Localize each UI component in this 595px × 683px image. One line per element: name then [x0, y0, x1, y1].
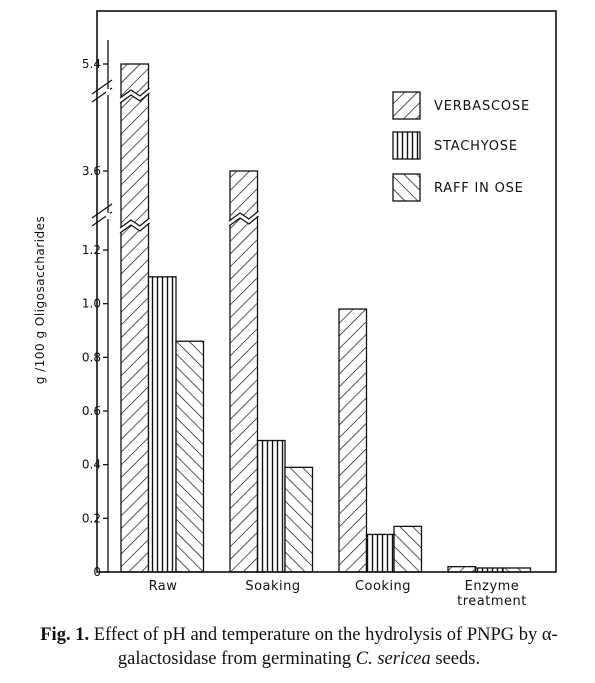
- bar-soaking-stachyose: [256, 439, 286, 573]
- y-axis-break-gap-0: [106, 89, 110, 95]
- y-axis-label: g /100 g Oligosaccharides: [33, 216, 47, 384]
- bar-break-line-a-raw-0: [119, 87, 150, 99]
- category-label-soaking-0: Soaking: [245, 579, 300, 594]
- bar-break-line-b-raw-0: [119, 92, 150, 104]
- y-axis-break-mark-0-a: [91, 79, 113, 95]
- legend-label-verbascose: VERBASCOSE: [434, 99, 530, 114]
- bar-enzyme-treatment-verbascose: [447, 565, 477, 573]
- category-label-enzyme-treatment-0: Enzyme: [465, 579, 520, 594]
- bar-raw-raff-in-ose: [175, 340, 205, 573]
- y-axis-break-mark-1-a: [91, 203, 113, 219]
- bar-cooking-stachyose: [365, 533, 395, 573]
- bar-break-line-a-soaking-0: [228, 210, 259, 222]
- legend-label-stachyose: STACHYOSE: [434, 139, 518, 154]
- figure-caption: Fig. 1. Effect of pH and temperature on …: [14, 623, 584, 671]
- bar-break-gap-soaking-0: [229, 211, 259, 226]
- legend-label-raff-in-ose: RAFF IN OSE: [434, 181, 524, 196]
- bar-soaking-verbascose: [229, 170, 259, 573]
- bar-break-gap-raw-0: [120, 88, 150, 103]
- axes-group: 5.4 3.6 0 0.2 0.4 0.6 0.8 1.0 1.2 g /100 g Oligos…: [33, 10, 557, 609]
- legend: VERBASCOSE STACHYOSE RAFF IN OSE: [392, 91, 530, 202]
- bar-raw-stachyose: [147, 276, 177, 573]
- y-tick-label-0-8: 0.8: [82, 350, 101, 364]
- bar-break-gap-raw-1: [120, 218, 150, 233]
- plot-frame: [96, 10, 557, 573]
- y-tick-label-1-2: 1.2: [82, 243, 101, 257]
- caption-text-1: Effect of pH and temperature on the hydr…: [89, 625, 558, 669]
- y-tick-label-3-6: 3.6: [82, 164, 101, 178]
- bar-break-line-b-raw-1: [119, 222, 150, 234]
- legend-swatch-raff-in-ose: [392, 173, 421, 202]
- bar-break-line-b-soaking-0: [228, 215, 259, 227]
- y-tick-label-0: 0: [93, 565, 101, 579]
- y-tick-label-0-2: 0.2: [82, 511, 101, 525]
- y-tick-label-1-0: 1.0: [82, 297, 101, 311]
- y-axis-break-gap-1: [106, 213, 110, 219]
- legend-swatch-stachyose: [392, 131, 421, 160]
- bars-group: [119, 63, 532, 573]
- caption-fig-label: Fig. 1.: [40, 625, 90, 645]
- oligosaccharides-bar-chart: 5.4 3.6 0 0.2 0.4 0.6 0.8 1.0 1.2 g /100 g Oligos…: [33, 10, 557, 609]
- y-tick-label-0-6: 0.6: [82, 404, 101, 418]
- category-label-raw-0: Raw: [149, 579, 178, 594]
- caption-species: C. sericea: [355, 649, 431, 669]
- category-label-enzyme-treatment-1: treatment: [457, 594, 527, 609]
- y-tick-label-0-4: 0.4: [82, 458, 101, 472]
- bar-cooking-raff-in-ose: [393, 525, 423, 573]
- category-label-cooking-0: Cooking: [355, 579, 411, 594]
- bar-raw-verbascose: [120, 63, 150, 573]
- legend-swatch-verbascose: [392, 91, 421, 120]
- bar-break-line-a-raw-1: [119, 217, 150, 229]
- bar-soaking-raff-in-ose: [284, 466, 314, 573]
- y-tick-label-5-4: 5.4: [82, 57, 101, 71]
- bar-cooking-verbascose: [338, 308, 368, 573]
- caption-text-2: seeds.: [430, 649, 481, 669]
